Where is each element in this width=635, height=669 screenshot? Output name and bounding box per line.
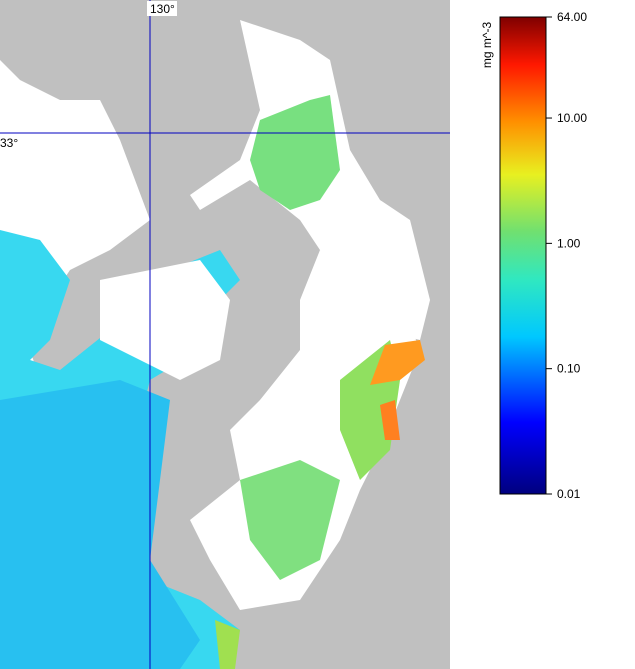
chl-high <box>380 400 400 440</box>
colorbar-label: mg m^-3 <box>480 22 494 69</box>
tick-label: 0.01 <box>557 487 581 501</box>
longitude-label: 130° <box>150 2 175 16</box>
latitude-label: 33° <box>0 136 18 150</box>
colorbar: mg m^-3 0.01 0.10 1.00 10.00 64.00 <box>480 10 587 501</box>
label-box <box>147 1 177 16</box>
chl-high <box>370 340 425 385</box>
tick-label: 0.10 <box>557 362 581 376</box>
tick-label: 64.00 <box>557 10 587 24</box>
land-white <box>100 260 230 380</box>
tick-label: 10.00 <box>557 111 587 125</box>
tick-label: 1.00 <box>557 236 581 250</box>
map: 130° 33° <box>0 0 450 669</box>
chl-patch <box>240 460 340 580</box>
colorbar-gradient <box>499 16 547 495</box>
chl-patch <box>215 620 240 669</box>
chl-patch <box>250 95 340 210</box>
label-box <box>0 135 22 150</box>
